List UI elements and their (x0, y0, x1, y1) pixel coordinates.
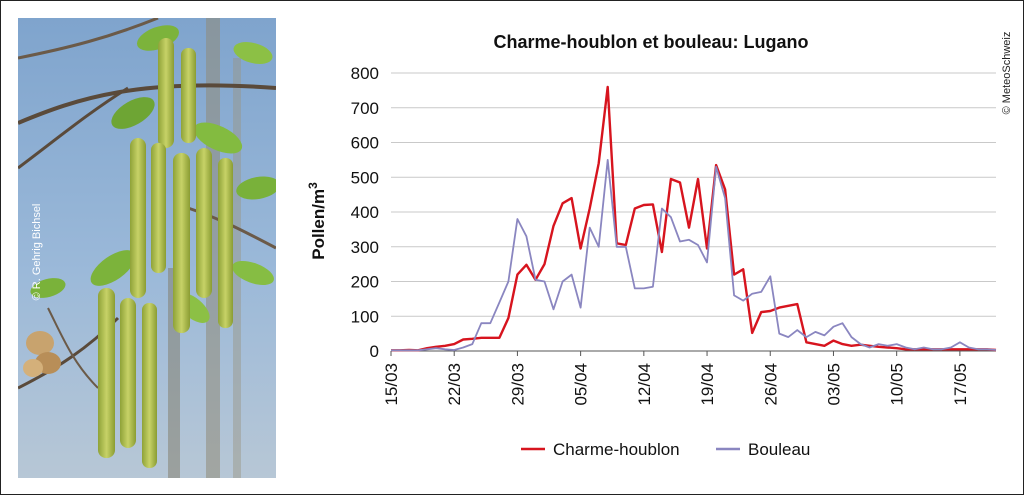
series-line-charme-houblon (391, 85, 997, 352)
x-tick-label: 29/03 (508, 363, 527, 406)
y-tick-label: 500 (351, 168, 379, 187)
x-tick-label: 12/04 (635, 363, 654, 406)
y-tick-label: 400 (351, 203, 379, 222)
gridlines (391, 72, 996, 352)
pollen-chart: Charme-houblon et bouleau: Lugano 0 100 20… (306, 32, 997, 459)
x-tick-label: 22/03 (445, 363, 464, 406)
legend-label: Bouleau (748, 440, 810, 459)
series-line-bouleau (391, 158, 997, 352)
y-axis-title-superscript: 3 (306, 182, 320, 189)
chart-title: Charme-houblon et bouleau: Lugano (494, 32, 809, 52)
x-tick-label: 19/04 (698, 363, 717, 406)
x-tick-label: 15/03 (382, 363, 401, 406)
data-series (391, 85, 997, 352)
y-tick-label: 700 (351, 99, 379, 118)
x-tick-label: 05/04 (572, 363, 591, 406)
x-tick-label: 17/05 (951, 363, 970, 406)
y-tick-label: 600 (351, 134, 379, 153)
y-tick-label: 800 (351, 64, 379, 83)
y-axis-title-text: Pollen/m (309, 189, 328, 260)
y-tick-label: 100 (351, 307, 379, 326)
x-tick-label: 03/05 (824, 363, 843, 406)
photo-credit: © R. Gehrig Bichsel (31, 203, 43, 301)
x-axis-ticks: 15/03 22/03 29/03 05/04 12/04 19/04 26/04 03/05… (382, 351, 970, 406)
x-tick-label: 26/04 (761, 363, 780, 406)
y-axis-title: Pollen/m3 (306, 182, 328, 260)
hop-hornbeam-photo: © R. Gehrig Bichsel (17, 16, 280, 478)
y-tick-label: 300 (351, 238, 379, 257)
y-axis-ticks: 0 100 200 300 400 500 600 700 800 (351, 64, 379, 361)
legend: Charme-houblon Bouleau (521, 440, 810, 459)
y-tick-label: 200 (351, 273, 379, 292)
catkins-illustration (17, 16, 280, 478)
x-tick-label: 10/05 (888, 363, 907, 406)
legend-label: Charme-houblon (553, 440, 680, 459)
y-tick-label: 0 (370, 342, 379, 361)
